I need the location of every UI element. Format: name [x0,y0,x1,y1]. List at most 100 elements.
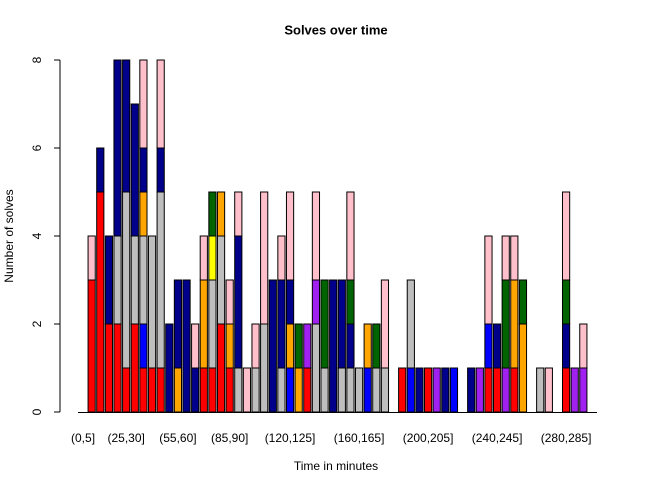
bar-segment [87,279,96,413]
bar-segment [251,367,260,413]
bar-segment [165,323,174,413]
bar-segment [346,279,355,325]
bar-segment [225,367,234,413]
bar-segment [337,367,346,413]
bar-segment [182,279,191,413]
x-axis-label: Time in minutes [294,459,378,473]
bar-segment [518,323,528,413]
bar-segment [122,59,131,193]
bar-segment [380,279,390,369]
bar-segment [346,367,355,413]
bar-segment [561,323,571,369]
y-tick-label: 6 [30,144,44,151]
x-tick-label: (25,30] [107,431,144,445]
bar-segment [277,279,286,369]
bar-segment [398,367,407,413]
bar-segment [536,367,545,413]
bar-segment [113,323,122,413]
bar-segment [234,367,243,413]
bar-segment [484,323,493,369]
x-tick-label: (120,125] [265,431,316,445]
bar-segment [147,235,157,369]
bar-segment [329,279,338,413]
x-tick-label: (0,5] [71,431,95,445]
bar-segment [130,235,139,325]
bar-segment [423,367,433,413]
bar-segment [225,323,234,369]
bar-segment [510,279,519,369]
bar-segment [380,367,390,413]
bar-segment [294,323,303,369]
bar-segment [518,279,528,325]
bar-segment [156,367,165,413]
y-tick-label: 2 [30,320,44,327]
bar-segment [320,279,329,369]
bar-segment [104,323,114,413]
bar-segment [501,279,510,369]
x-tick-label: (240,245] [472,431,523,445]
bar-segment [147,367,157,413]
bar-segment [285,279,295,325]
bar-segment [320,367,329,413]
bar-segment [234,235,243,369]
bar-segment [208,191,217,237]
bar-segment [294,367,303,413]
bar-segment [449,367,459,413]
bar-segment [285,367,295,413]
bar-segment [354,367,364,413]
bar-segment [156,191,165,369]
bar-segment [277,235,286,281]
bar-segment [208,235,217,281]
bar-segment [139,235,148,325]
bar-segment [484,235,493,325]
bar-segment [432,367,441,413]
x-tick-label: (85,90] [211,431,248,445]
bar-segment [467,367,476,413]
bar-segment [579,323,588,369]
bar-segment [191,323,200,369]
bar-segment [475,367,484,413]
bar-segment [337,279,346,369]
bar-segment [484,367,493,413]
bar-segment [260,191,269,325]
bar-segment [139,323,148,369]
bar-segment [311,323,321,413]
bar-segment [570,367,579,413]
bar-segment [311,279,321,325]
bar-segment [492,367,502,413]
bar-segment [96,191,105,413]
bar-segment [139,59,148,149]
bar-segment [346,323,355,369]
bar-segment [173,279,183,369]
bar-segment [104,235,114,325]
bar-segment [130,323,139,413]
bar-segment [561,191,571,281]
bar-segment [216,191,226,237]
y-tick-label: 4 [30,232,44,239]
bar-segment [156,59,165,149]
bar-segment [96,147,105,193]
bar-segment [139,191,148,237]
bar-segment [113,235,122,325]
bar-segment [363,367,372,413]
chart-title: Solves over time [284,22,387,37]
bar-segment [139,367,148,413]
bar-segment [277,367,286,413]
bar-segment [285,191,295,281]
bar-segment [372,323,381,369]
bar-segment [242,367,252,413]
bar-segment [139,147,148,193]
bar-segment [303,323,312,369]
bar-segment [544,367,553,413]
bar-segment [303,367,312,413]
x-tick-label: (55,60] [159,431,196,445]
bar-segment [268,279,277,413]
bar-segment [216,235,226,325]
bar-segment [208,279,217,369]
x-tick-label: (160,165] [334,431,385,445]
bar-segment [441,367,450,413]
bar-segment [492,323,502,369]
bar-segment [208,367,217,413]
bar-segment [234,191,243,237]
bar-segment [122,367,131,413]
